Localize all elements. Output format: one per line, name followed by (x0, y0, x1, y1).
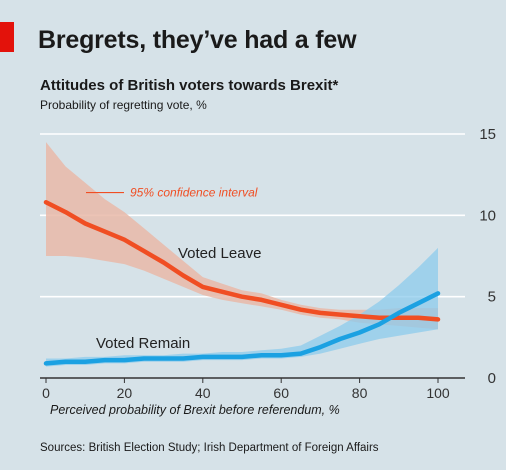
x-tick-label: 100 (426, 385, 450, 401)
confidence-annotation: 95% confidence interval (130, 186, 258, 200)
axes: 0 5 10 15 0 20 40 60 80 100 (42, 126, 496, 401)
unit-label: Probability of regretting vote, % (40, 98, 207, 112)
y-tick-label: 5 (488, 289, 496, 306)
x-tick-label: 80 (352, 385, 368, 401)
leave-series-line (43, 200, 441, 322)
series-label-remain: Voted Remain (96, 335, 190, 352)
chart-subtitle: Attitudes of British voters towards Brex… (40, 77, 339, 94)
source-note: Sources: British Election Study; Irish D… (40, 442, 379, 454)
x-tick-label: 40 (195, 385, 211, 401)
y-tick-label: 15 (479, 126, 496, 143)
series-lines (43, 200, 441, 366)
x-tick-label: 20 (117, 385, 133, 401)
y-tick-label: 10 (479, 207, 496, 224)
x-axis-title: Perceived probability of Brexit before r… (50, 403, 340, 417)
brand-tag (0, 22, 14, 52)
y-tick-label: 0 (488, 370, 496, 387)
chart-labels: Perceived probability of Brexit before r… (50, 186, 340, 417)
x-tick-label: 60 (273, 385, 289, 401)
chart-title: Bregrets, they’ve had a few (38, 26, 357, 54)
remain-series-line (43, 291, 441, 366)
series-label-leave: Voted Leave (178, 245, 261, 262)
leave-confidence-band (46, 142, 438, 330)
x-tick-label: 0 (42, 385, 50, 401)
